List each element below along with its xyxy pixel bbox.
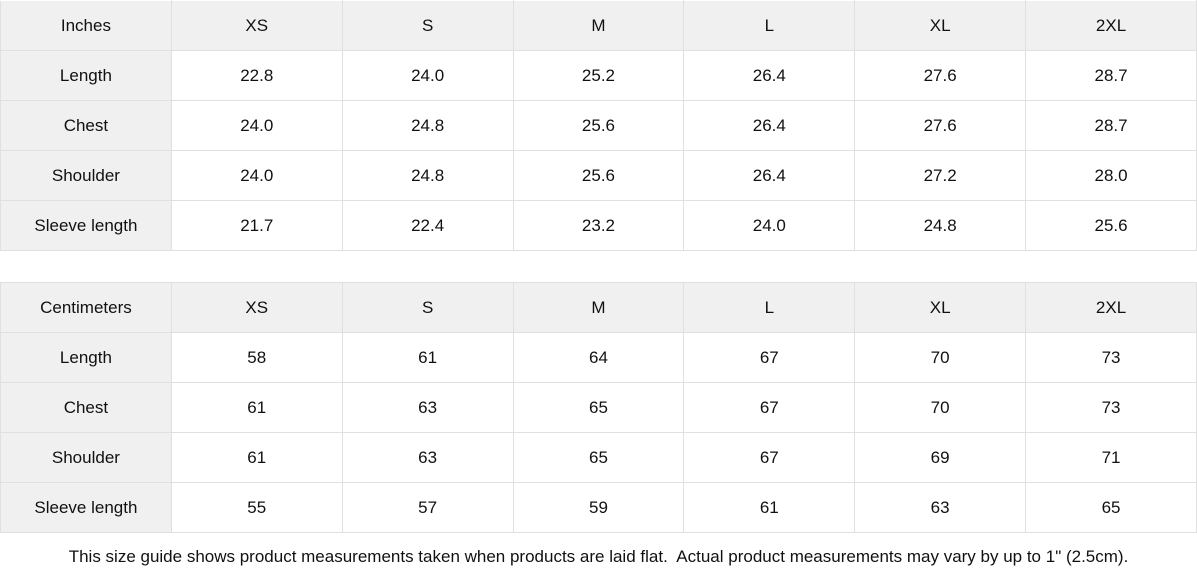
measurement-value: 63: [341, 382, 514, 433]
unit-header: Inches: [0, 0, 172, 51]
size-column-header: 2XL: [1025, 0, 1197, 51]
measurement-row-label: Sleeve length: [0, 482, 172, 533]
size-header-row: Centimeters XS S M L XL 2XL: [0, 282, 1197, 333]
measurement-value: 27.6: [854, 50, 1027, 101]
size-header-row: Inches XS S M L XL 2XL: [0, 0, 1197, 51]
measurement-value: 25.6: [1025, 200, 1197, 251]
measurement-value: 73: [1025, 382, 1197, 433]
measurement-value: 25.6: [512, 150, 685, 201]
measurement-value: 61: [170, 432, 343, 483]
size-column-header: S: [341, 0, 514, 51]
size-table-centimeters: Centimeters XS S M L XL 2XL Length 58 61 64 67 70 73 C…: [0, 282, 1197, 533]
measurement-value: 55: [170, 482, 343, 533]
size-column-header: L: [683, 0, 856, 51]
measurement-value: 24.8: [341, 150, 514, 201]
measurement-value: 24.8: [854, 200, 1027, 251]
measurement-row: Length 22.8 24.0 25.2 26.4 27.6 28.7: [0, 50, 1197, 101]
measurement-row-label: Shoulder: [0, 432, 172, 483]
size-column-header: M: [512, 0, 685, 51]
measurement-value: 67: [683, 382, 856, 433]
measurement-value: 65: [512, 432, 685, 483]
size-column-header: XL: [854, 0, 1027, 51]
measurement-value: 58: [170, 332, 343, 383]
measurement-row-label: Shoulder: [0, 150, 172, 201]
measurement-value: 64: [512, 332, 685, 383]
measurement-value: 67: [683, 432, 856, 483]
size-column-header: XL: [854, 282, 1027, 333]
measurement-row-label: Length: [0, 50, 172, 101]
measurement-value: 24.8: [341, 100, 514, 151]
measurement-value: 70: [854, 332, 1027, 383]
measurement-value: 59: [512, 482, 685, 533]
measurement-value: 22.8: [170, 50, 343, 101]
measurement-row: Shoulder 24.0 24.8 25.6 26.4 27.2 28.0: [0, 150, 1197, 201]
measurement-value: 61: [341, 332, 514, 383]
measurement-row-label: Chest: [0, 382, 172, 433]
measurement-row-label: Length: [0, 332, 172, 383]
measurement-value: 61: [170, 382, 343, 433]
unit-header: Centimeters: [0, 282, 172, 333]
measurement-value: 27.2: [854, 150, 1027, 201]
measurement-value: 24.0: [683, 200, 856, 251]
size-guide-note: This size guide shows product measuremen…: [0, 533, 1197, 580]
measurement-value: 26.4: [683, 50, 856, 101]
size-column-header: 2XL: [1025, 282, 1197, 333]
measurement-row: Chest 61 63 65 67 70 73: [0, 382, 1197, 433]
measurement-value: 28.0: [1025, 150, 1197, 201]
measurement-value: 27.6: [854, 100, 1027, 151]
measurement-row: Chest 24.0 24.8 25.6 26.4 27.6 28.7: [0, 100, 1197, 151]
measurement-value: 28.7: [1025, 100, 1197, 151]
measurement-value: 70: [854, 382, 1027, 433]
table-gap: [0, 251, 1197, 282]
measurement-value: 23.2: [512, 200, 685, 251]
measurement-row: Sleeve length 55 57 59 61 63 65: [0, 482, 1197, 533]
size-column-header: M: [512, 282, 685, 333]
size-column-header: S: [341, 282, 514, 333]
measurement-value: 22.4: [341, 200, 514, 251]
measurement-row: Shoulder 61 63 65 67 69 71: [0, 432, 1197, 483]
measurement-value: 57: [341, 482, 514, 533]
measurement-value: 24.0: [341, 50, 514, 101]
measurement-value: 25.2: [512, 50, 685, 101]
measurement-row: Sleeve length 21.7 22.4 23.2 24.0 24.8 25.6: [0, 200, 1197, 251]
measurement-value: 61: [683, 482, 856, 533]
measurement-value: 26.4: [683, 100, 856, 151]
size-table-inches: Inches XS S M L XL 2XL Length 22.8 24.0 25.2 26.4 27…: [0, 0, 1197, 251]
measurement-value: 63: [341, 432, 514, 483]
measurement-value: 67: [683, 332, 856, 383]
measurement-value: 65: [512, 382, 685, 433]
measurement-row: Length 58 61 64 67 70 73: [0, 332, 1197, 383]
measurement-value: 21.7: [170, 200, 343, 251]
measurement-value: 28.7: [1025, 50, 1197, 101]
size-column-header: L: [683, 282, 856, 333]
measurement-value: 26.4: [683, 150, 856, 201]
measurement-value: 73: [1025, 332, 1197, 383]
measurement-value: 71: [1025, 432, 1197, 483]
measurement-value: 24.0: [170, 150, 343, 201]
measurement-row-label: Chest: [0, 100, 172, 151]
measurement-row-label: Sleeve length: [0, 200, 172, 251]
measurement-value: 63: [854, 482, 1027, 533]
measurement-value: 65: [1025, 482, 1197, 533]
measurement-value: 24.0: [170, 100, 343, 151]
size-column-header: XS: [170, 282, 343, 333]
measurement-value: 25.6: [512, 100, 685, 151]
measurement-value: 69: [854, 432, 1027, 483]
size-column-header: XS: [170, 0, 343, 51]
